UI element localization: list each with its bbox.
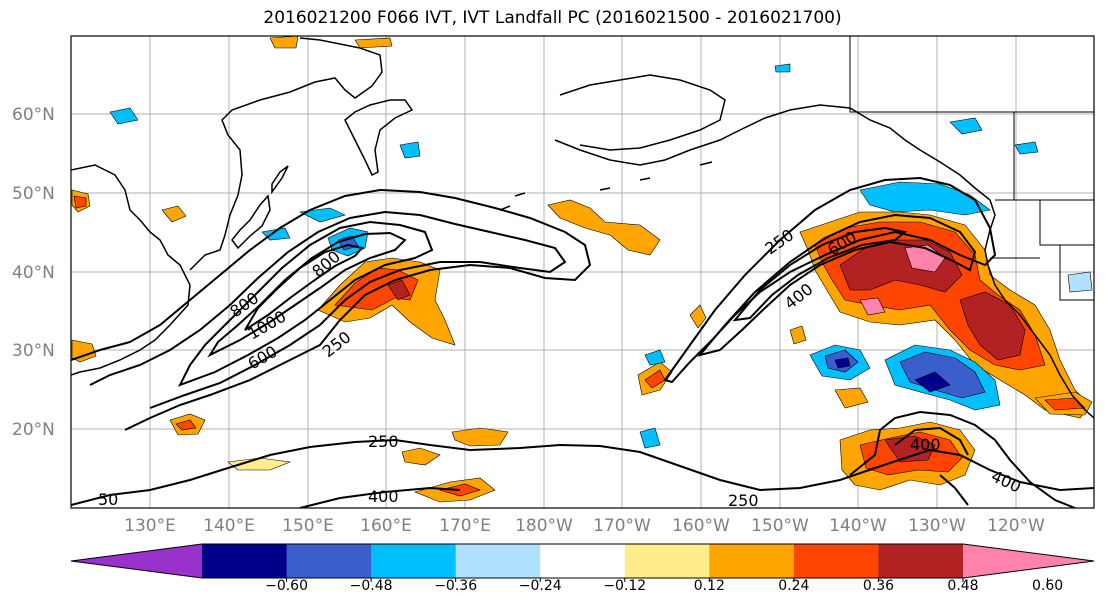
colorbar-tick-label: −0.24 — [519, 578, 562, 594]
lon-label: 160°E — [360, 516, 412, 536]
colorbar-segment — [540, 544, 626, 578]
lat-label: 40°N — [12, 263, 55, 283]
colorbar-tick-label: 0.24 — [778, 578, 809, 594]
colorbar-segment — [371, 544, 457, 578]
contour-label: 250 — [728, 491, 759, 510]
lon-label: 160°W — [672, 516, 730, 536]
graticule — [71, 36, 1094, 508]
map-title: 2016021200 F066 IVT, IVT Landfall PC (20… — [263, 8, 842, 28]
lon-label: 180°W — [515, 516, 573, 536]
ivt-contours — [71, 176, 1094, 508]
political-borders — [849, 36, 1094, 301]
colorbar-segment — [455, 544, 541, 578]
colorbar-segment — [286, 544, 372, 578]
contour-label: 400 — [368, 487, 399, 506]
colorbar-segment — [709, 544, 795, 578]
lat-label: 60°N — [12, 105, 55, 125]
colorbar-tick-label: 0.36 — [863, 578, 894, 594]
lon-label: 120°W — [987, 516, 1045, 536]
colorbar-tick-label: 0.60 — [1032, 578, 1063, 594]
colorbar-tick-label: −0.60 — [265, 578, 308, 594]
colorbar-tick-label: 0.12 — [694, 578, 725, 594]
colorbar-outline — [70, 543, 1095, 579]
lon-label: 140°E — [203, 516, 255, 536]
contour-label: 50 — [98, 490, 118, 509]
latitude-labels: 60°N 50°N 40°N 30°N 20°N — [12, 105, 55, 440]
negative-anomaly-shading — [109, 63, 1093, 449]
colorbar-extend-max — [963, 544, 1094, 578]
colorbar-extend-min — [71, 544, 202, 578]
colorbar-segment — [624, 544, 710, 578]
lon-label: 170°W — [593, 516, 651, 536]
lat-label: 50°N — [12, 184, 55, 204]
colorbar-tick-label: −0.36 — [434, 578, 477, 594]
colorbar-segment — [793, 544, 879, 578]
colorbar: −0.60 −0.48 −0.36 −0.24 −0.12 0.12 0.24 0.36 0.4… — [70, 543, 1095, 594]
colorbar-segment — [202, 544, 288, 578]
lat-label: 30°N — [12, 341, 55, 361]
colorbar-tick-label: −0.12 — [603, 578, 646, 594]
lon-label: 150°E — [282, 516, 334, 536]
lon-label: 150°W — [751, 516, 809, 536]
lon-label: 130°E — [124, 516, 176, 536]
lat-label: 20°N — [12, 420, 55, 440]
colorbar-tick-label: −0.48 — [350, 578, 393, 594]
map-frame — [70, 35, 1095, 509]
contour-label: 400 — [910, 435, 941, 454]
colorbar-tick-label: 0.48 — [947, 578, 978, 594]
lon-label: 130°W — [908, 516, 966, 536]
lon-label: 170°E — [439, 516, 491, 536]
longitude-labels: 130°E 140°E 150°E 160°E 170°E 180°W 170°… — [124, 516, 1045, 536]
contour-label: 250 — [368, 432, 399, 451]
colorbar-segment — [878, 544, 964, 578]
coastlines — [71, 37, 1094, 419]
lon-label: 140°W — [829, 516, 887, 536]
